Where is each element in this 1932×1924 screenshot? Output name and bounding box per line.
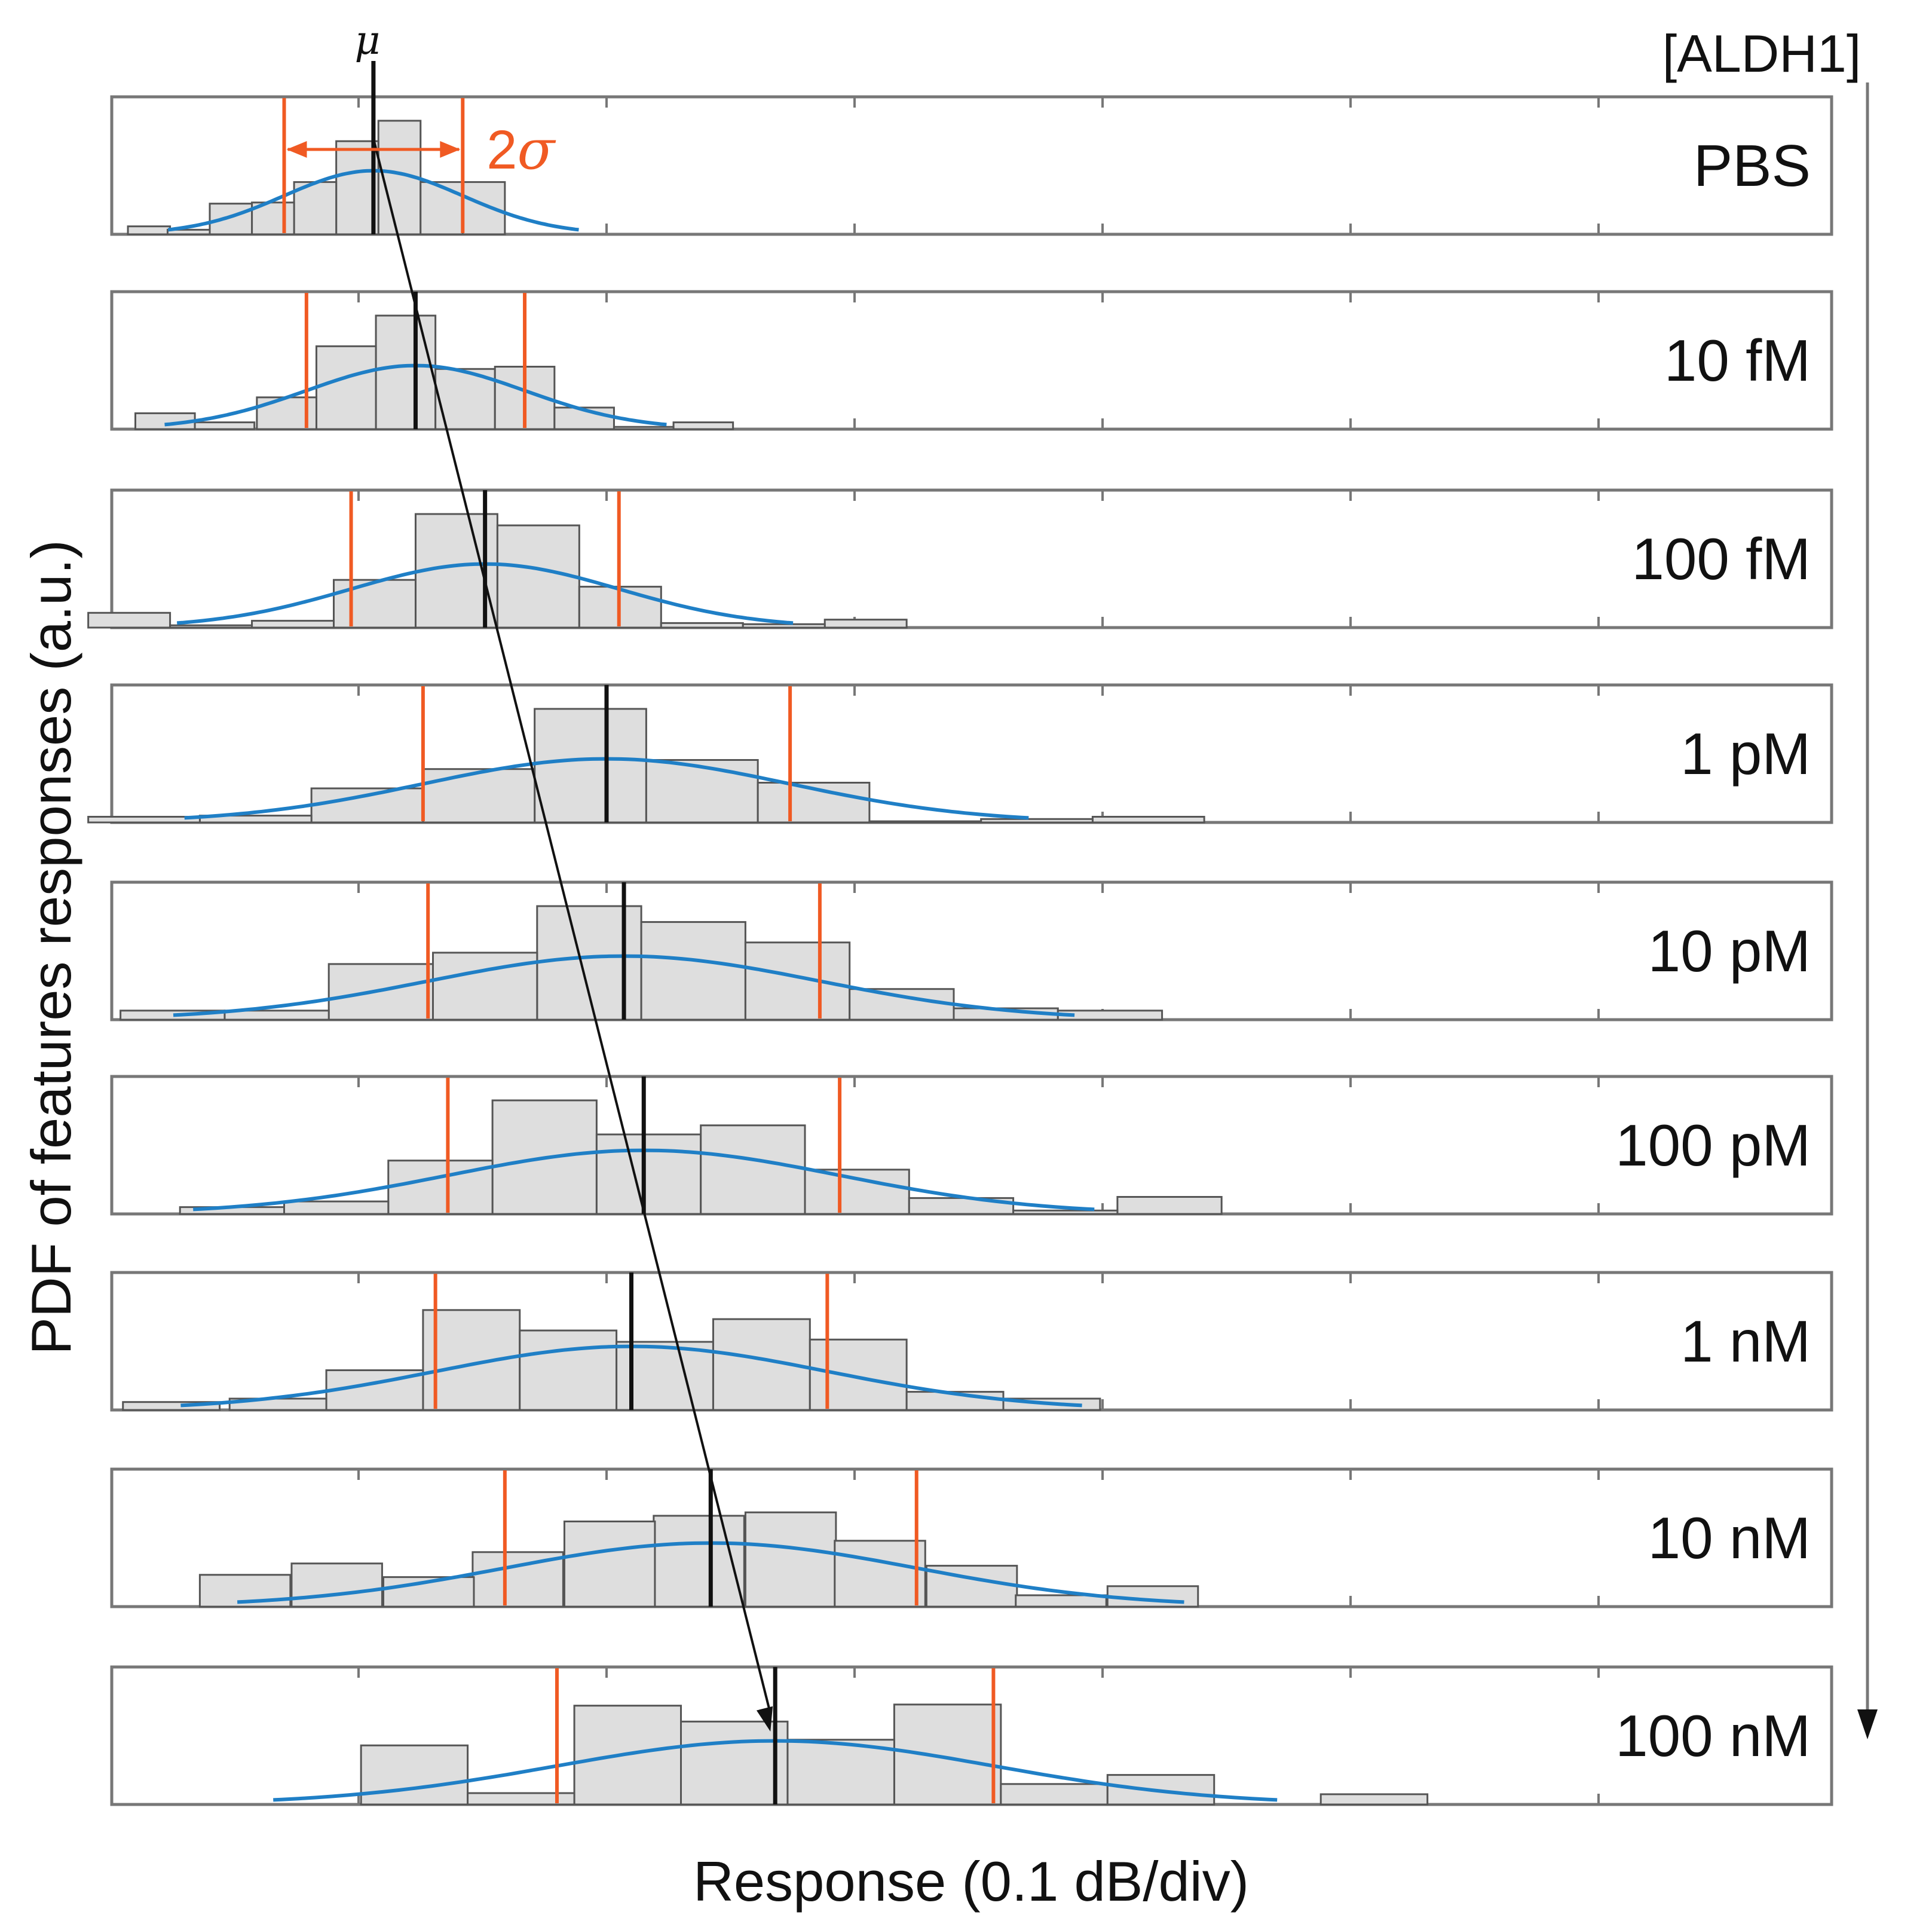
histogram-bar — [849, 988, 955, 1021]
panel-8: 100 nM — [110, 1665, 1833, 1806]
histogram-bar — [290, 1562, 383, 1608]
histogram-bar — [563, 1521, 656, 1608]
histogram-bar — [209, 203, 253, 235]
x-axis-label: Response (0.1 dB/div) — [693, 1850, 1249, 1913]
histogram-bar — [672, 421, 734, 430]
panel-label: 1 nM — [1680, 1308, 1811, 1374]
histogram-bar — [823, 619, 908, 629]
histogram-bar — [660, 622, 744, 629]
histogram-bar — [786, 1739, 895, 1806]
histogram-bar — [1015, 1594, 1107, 1608]
histogram-bar — [744, 1511, 837, 1608]
histogram-bar — [519, 1329, 618, 1411]
histogram-bar — [194, 421, 256, 430]
panel-0: PBS — [110, 61, 1833, 236]
histogram-bar — [420, 181, 464, 235]
mean-trend-arrow — [372, 138, 772, 1714]
concentration-axis-label: [ALDH1] — [1662, 24, 1861, 83]
histogram-bar — [809, 1338, 908, 1411]
panel-1: 10 fM — [110, 290, 1833, 431]
histogram-bar — [645, 759, 759, 824]
histogram-bar — [251, 620, 335, 629]
histogram-bar — [315, 345, 377, 430]
histogram-bar — [1000, 1783, 1109, 1806]
histogram-bar — [333, 579, 417, 629]
two-sigma-annotation — [286, 141, 461, 158]
panel-frame — [110, 1075, 1833, 1216]
histogram-bar — [87, 816, 201, 824]
panel-4: 10 pM — [110, 880, 1833, 1021]
histogram-bar — [87, 611, 172, 629]
panel-7: 10 nM — [110, 1467, 1833, 1608]
histogram-bar — [534, 708, 647, 824]
histogram-bar — [127, 225, 172, 235]
histogram-bar — [653, 1515, 745, 1608]
two-sigma-label: 2σ — [486, 118, 556, 182]
two-sigma-arrowhead-right — [440, 141, 461, 158]
histogram-bar — [1319, 1793, 1429, 1806]
histogram-bar — [893, 1703, 1002, 1806]
histogram-bar — [467, 1792, 575, 1806]
panel-label: PBS — [1694, 133, 1811, 198]
panel-label: 1 pM — [1680, 721, 1811, 787]
two-sigma-symbol: σ — [517, 118, 556, 182]
mu-annotation: μ — [354, 17, 380, 63]
histogram-bar — [595, 1133, 702, 1215]
histogram-bar — [166, 228, 211, 235]
histogram-bar — [680, 1720, 789, 1806]
panels-group: PBS 10 fM 100 fM 1 pM 10 pM 100 pM 1 nM 10 nM 10… — [87, 61, 1833, 1806]
two-sigma-number: 2 — [486, 120, 517, 181]
panel-6: 1 nM — [110, 1271, 1833, 1412]
histogram-bar — [461, 181, 506, 235]
histogram-bar — [744, 941, 851, 1021]
panel-label: 10 fM — [1664, 328, 1811, 393]
histogram-bar — [422, 768, 536, 824]
histogram-bar — [1012, 1209, 1119, 1215]
histogram-bar — [1091, 816, 1205, 824]
histogram-bar — [834, 1540, 926, 1608]
histogram-bar — [375, 314, 437, 430]
panel-label: 100 fM — [1631, 526, 1811, 592]
histogram-bar — [700, 1124, 806, 1215]
mean-trend-arrowhead — [756, 1706, 773, 1732]
histogram-bar — [868, 820, 982, 824]
histogram-bar — [742, 623, 826, 629]
panel-5: 100 pM — [110, 1075, 1833, 1216]
histogram-bar — [980, 818, 1094, 824]
histogram-bar — [1116, 1196, 1223, 1215]
panel-label: 100 pM — [1615, 1112, 1811, 1178]
two-sigma-arrowhead-left — [286, 141, 307, 158]
histogram-bar — [640, 921, 746, 1021]
panel-label: 100 nM — [1615, 1703, 1811, 1769]
histogram-bar — [804, 1169, 910, 1215]
panel-2: 100 fM — [87, 488, 1833, 629]
histogram-bar — [360, 1744, 469, 1806]
histogram-bar — [496, 524, 580, 629]
panel-label: 10 pM — [1648, 918, 1811, 984]
panel-label: 10 nM — [1648, 1505, 1811, 1571]
histogram-bar — [169, 624, 253, 629]
concentration-axis-arrowhead — [1857, 1709, 1878, 1739]
histogram-bar — [613, 426, 675, 430]
panel-3: 1 pM — [87, 683, 1833, 824]
histogram-bar — [283, 1200, 390, 1215]
y-axis-label: PDF of features responses (a.u.) — [20, 540, 82, 1355]
histogram-bar — [327, 963, 434, 1021]
